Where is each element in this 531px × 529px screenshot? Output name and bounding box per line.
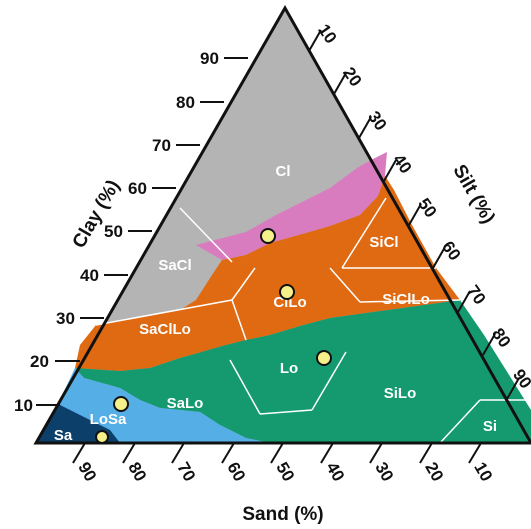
clay-tick-70: 70 xyxy=(152,136,171,155)
silt-tick-60: 60 xyxy=(438,238,464,264)
silt-tick-20: 20 xyxy=(339,64,365,90)
silt-tick-70: 70 xyxy=(463,282,489,308)
silt-axis-title: Silt (%) xyxy=(448,161,498,227)
zone-label-cllo: ClLo xyxy=(273,294,306,311)
zone-label-salo: SaLo xyxy=(167,395,204,412)
sand-axis xyxy=(72,442,482,464)
clay-tick-30: 30 xyxy=(56,309,75,328)
sample-point xyxy=(260,228,276,244)
sand-tick-40: 40 xyxy=(322,459,348,485)
region-orange-band xyxy=(75,176,460,371)
sand-tick-20: 20 xyxy=(421,459,447,485)
clay-tick-10: 10 xyxy=(14,396,33,415)
zone-label-lo: Lo xyxy=(280,360,298,377)
zone-label-sicl: SiCl xyxy=(369,234,398,251)
zone-label-sa: Sa xyxy=(54,427,73,444)
region-green-band xyxy=(75,300,531,443)
sand-tick-60: 60 xyxy=(223,459,249,485)
zone-label-cl: Cl xyxy=(276,163,291,180)
silt-tick-10: 10 xyxy=(314,21,340,47)
region-pink-band xyxy=(196,152,387,260)
silt-tick-80: 80 xyxy=(488,325,514,351)
clay-tick-50: 50 xyxy=(104,222,123,241)
zone-label-si: Si xyxy=(483,418,497,435)
clay-tick-60: 60 xyxy=(128,179,147,198)
zone-label-silo: SiLo xyxy=(384,385,417,402)
clay-tick-80: 80 xyxy=(176,93,195,112)
zone-label-losa: LoSa xyxy=(90,411,127,428)
silt-tick-30: 30 xyxy=(364,108,390,134)
clay-tick-20: 20 xyxy=(30,352,49,371)
sample-points xyxy=(95,228,332,444)
sand-tick-50: 50 xyxy=(272,459,298,485)
sample-point xyxy=(113,396,129,412)
silt-axis xyxy=(308,29,520,400)
sample-point xyxy=(95,430,109,444)
sand-tick-10: 10 xyxy=(470,459,496,485)
sample-point xyxy=(279,284,295,300)
clay-tick-40: 40 xyxy=(80,266,99,285)
sand-tick-90: 90 xyxy=(74,459,100,485)
sand-tick-70: 70 xyxy=(173,459,199,485)
sand-tick-30: 30 xyxy=(371,459,397,485)
sample-point xyxy=(316,350,332,366)
class-boundaries xyxy=(95,197,531,444)
triangle-outline xyxy=(33,4,531,445)
sand-tick-80: 80 xyxy=(124,459,150,485)
zone-label-sacllo: SaClLo xyxy=(139,321,191,338)
zone-label-sicllo: SiClLo xyxy=(382,291,430,308)
clay-tick-90: 90 xyxy=(200,49,219,68)
zone-label-sacl: SaCl xyxy=(158,257,191,274)
silt-tick-40: 40 xyxy=(389,151,415,177)
clay-axis xyxy=(36,57,248,406)
silt-tick-50: 50 xyxy=(414,195,440,221)
sand-axis-title: Sand (%) xyxy=(242,504,323,525)
